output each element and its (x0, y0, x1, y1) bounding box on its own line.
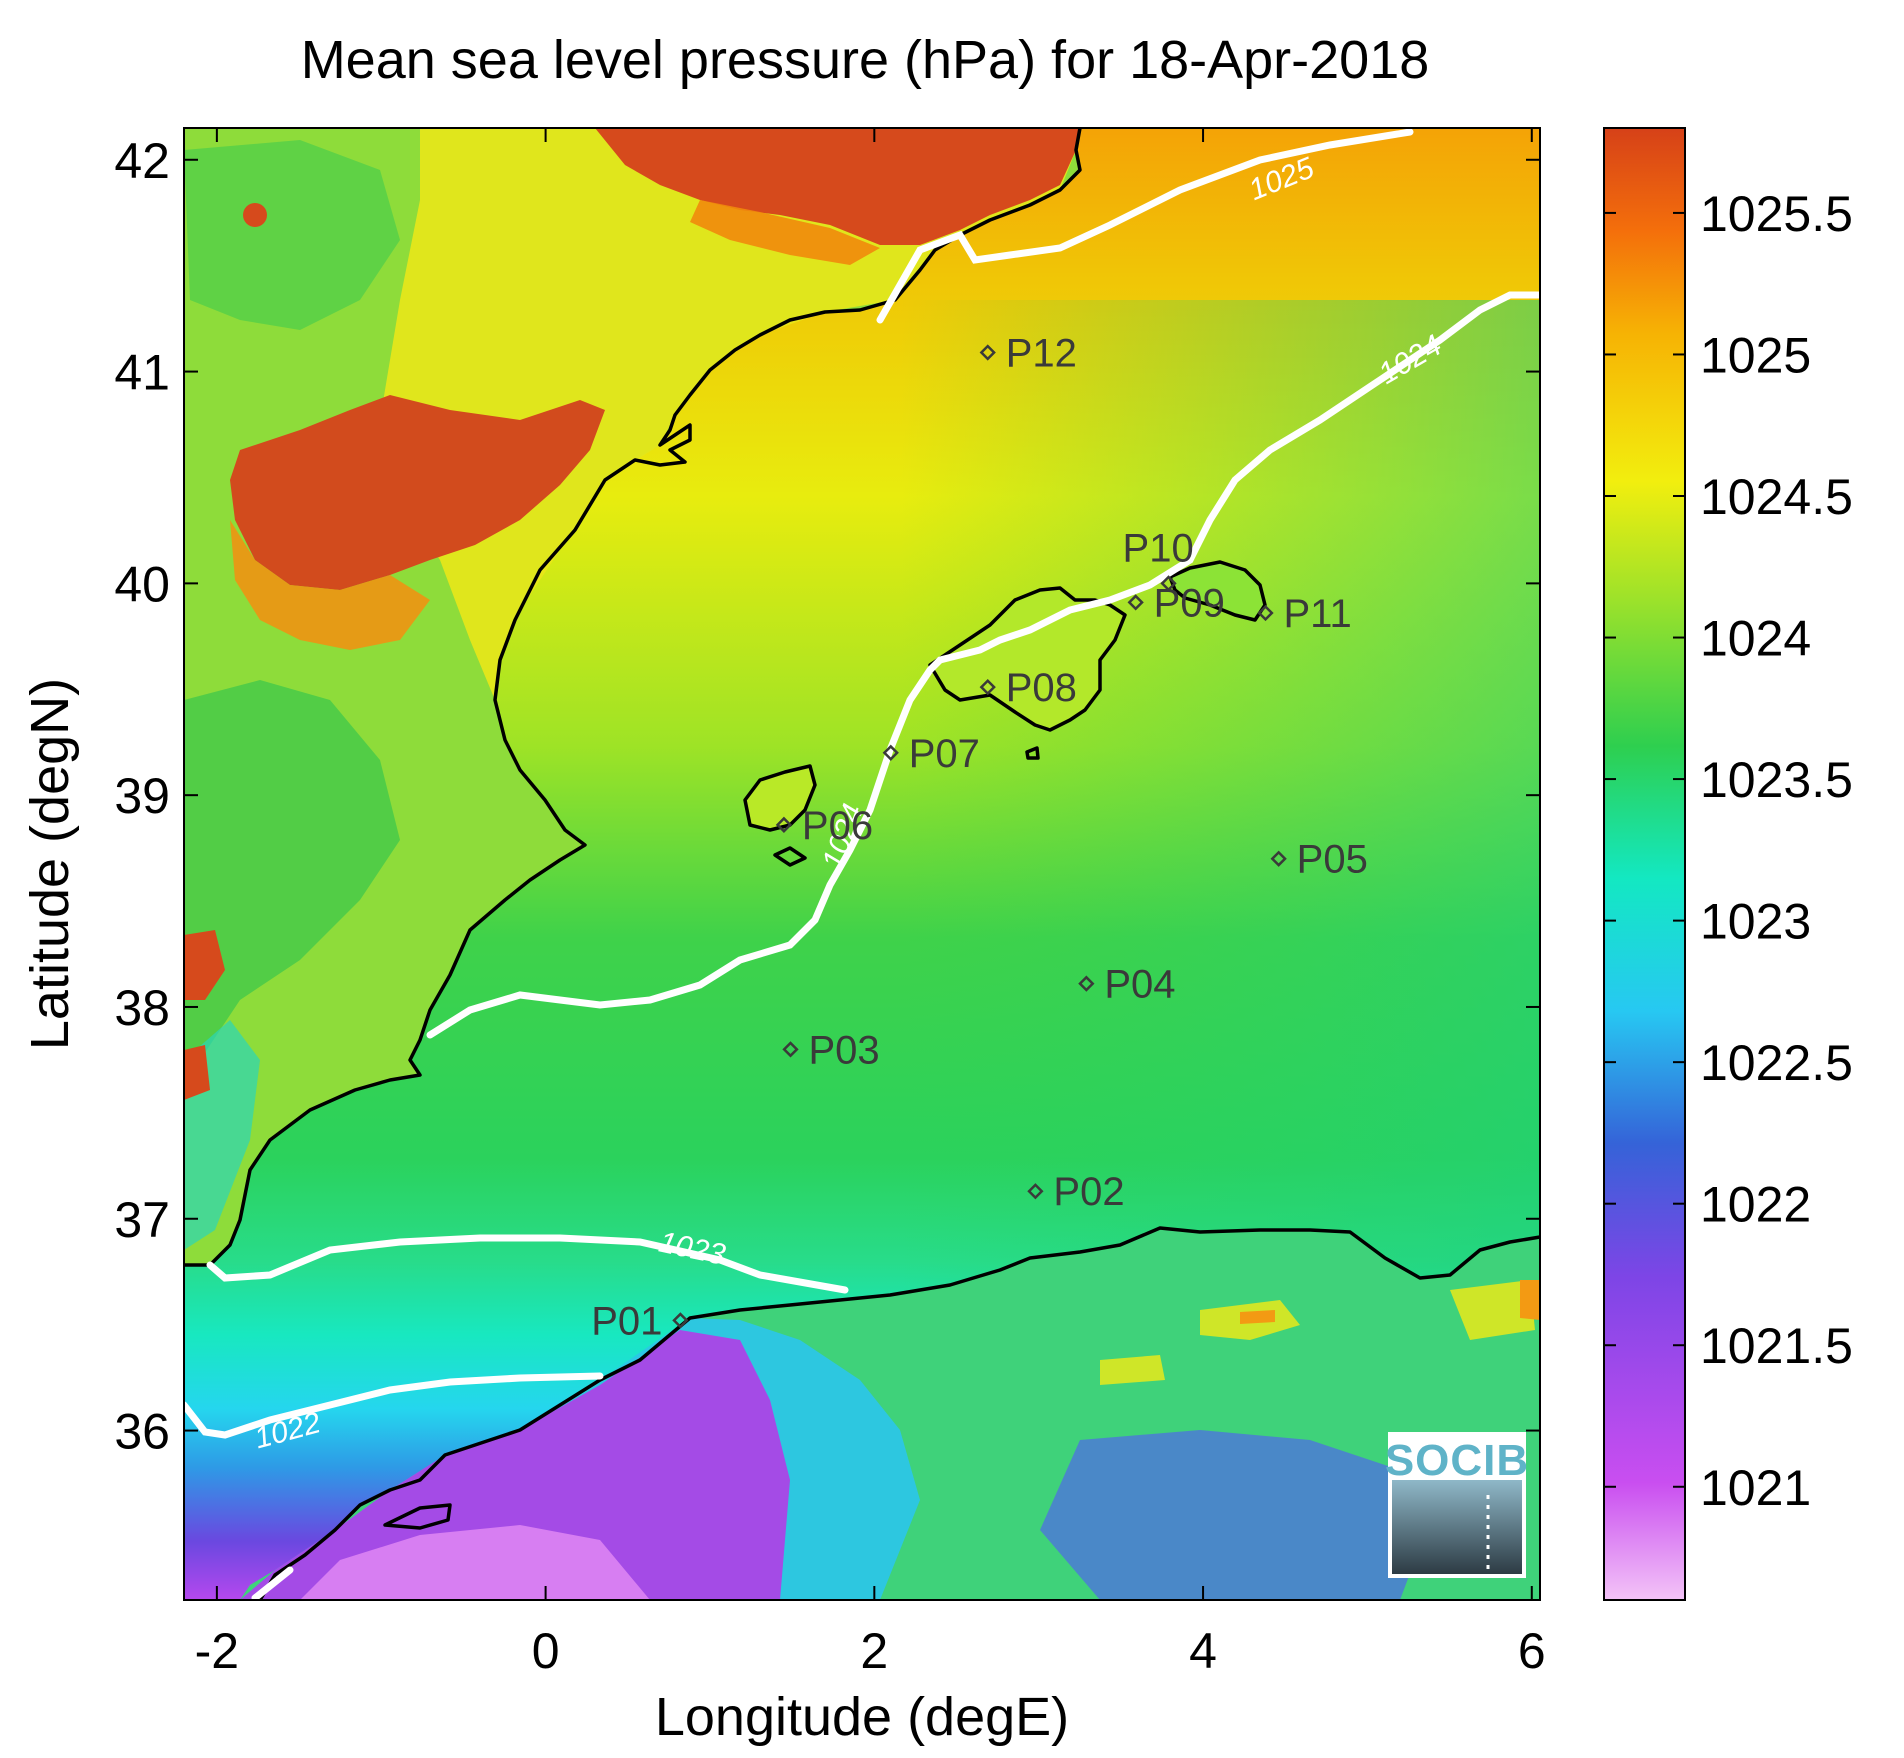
station-label-p10: P10 (1123, 526, 1194, 570)
station-marker-p04 (1078, 975, 1095, 992)
african-blue-band (1040, 1430, 1430, 1600)
y-tick-label: 41 (114, 345, 170, 401)
isobar-1024 (426, 291, 1544, 1039)
central-plateau-orange-fringe (230, 520, 430, 650)
x-tick-label: 0 (532, 1623, 560, 1679)
cabrera-coastline (1025, 746, 1040, 760)
station-marker-p09 (1127, 594, 1144, 611)
station-marker-p05 (1270, 850, 1287, 867)
station-marker-p01 (672, 1312, 689, 1329)
african-violet-low (240, 1330, 790, 1600)
station-marker-p06 (775, 816, 793, 833)
ibiza-coastline (743, 764, 817, 832)
y-axis-label: Latitude (degN) (20, 678, 80, 1050)
african-yellow-highs (1100, 1280, 1535, 1385)
colorbar-tick-label: 1023 (1700, 894, 1811, 950)
colorbar-tick-label: 1024.5 (1700, 469, 1853, 525)
station-label-p01: P01 (591, 1299, 662, 1343)
colorbar-tick-label: 1021.5 (1700, 1318, 1853, 1374)
african-orange-spots (1240, 1280, 1540, 1324)
station-marker-p02 (1027, 1183, 1044, 1200)
isobar-1022 (180, 1372, 604, 1439)
alboran-coastline (383, 1503, 452, 1530)
north-african-coastline (258, 1226, 1541, 1601)
pyrenees-high-pressure (595, 128, 1080, 245)
station-marker-p11 (1257, 604, 1274, 622)
station-marker-p12 (979, 344, 996, 361)
x-tick-label: -2 (195, 1623, 239, 1679)
ibiza-land (745, 766, 815, 830)
colorbar-tick-label: 1025.5 (1700, 186, 1853, 242)
mallorca-land (930, 588, 1125, 730)
x-tick-label: 2 (860, 1623, 888, 1679)
isobars (180, 128, 1544, 1602)
isobar-1025 (876, 128, 1414, 324)
x-axis: -2 0 2 4 6 (195, 128, 1546, 1679)
y-tick-label: 38 (114, 980, 170, 1036)
southern-iberia-green (184, 680, 400, 1100)
y-axis: 36 37 38 39 40 41 42 (114, 133, 1540, 1460)
colorbar-ticks: 1021 1021.5 1022 1022.5 1023 1023.5 1024 1024.5… (1604, 186, 1853, 1516)
formentera-coastline (773, 846, 807, 867)
pressure-field (184, 128, 1540, 1600)
station-label-p12: P12 (1006, 332, 1077, 376)
map-frame (183, 127, 1541, 1601)
station-label-p06: P06 (802, 804, 873, 848)
station-label-p02: P02 (1053, 1170, 1124, 1214)
isobar-1023 (206, 1234, 849, 1294)
station-marker-p03 (782, 1041, 799, 1058)
station-label-p09: P09 (1154, 581, 1225, 625)
y-tick-label: 37 (114, 1192, 170, 1248)
interior-red-spot (243, 203, 267, 227)
sierra-red-spots (184, 930, 225, 1100)
station-label-p03: P03 (809, 1028, 880, 1072)
station-marker-p07 (882, 744, 899, 761)
logo-gradient (1392, 1480, 1522, 1574)
socib-logo: SOCIB (1385, 1432, 1529, 1578)
station-label-p04: P04 (1104, 963, 1175, 1007)
colorbar-tick-label: 1023.5 (1700, 752, 1853, 808)
x-axis-label: Longitude (degE) (655, 1687, 1069, 1747)
y-tick-label: 36 (114, 1404, 170, 1460)
central-plateau-high-pressure (230, 395, 605, 590)
colorbar-tick-label: 1022 (1700, 1177, 1811, 1233)
east-sea-tint (900, 300, 1540, 1300)
station-markers: P01 P02 P03 P04 P05 P06 P07 P08 P09 P10 P11 P12 (591, 332, 1368, 1344)
logo-text: SOCIB (1385, 1436, 1529, 1485)
colorbar (1603, 127, 1686, 1601)
isobar-1022-fragment (251, 1566, 294, 1602)
x-tick-label: 6 (1518, 1623, 1546, 1679)
chart-title: Mean sea level pressure (hPa) for 18-Apr… (301, 30, 1430, 90)
station-marker-p10 (1160, 575, 1177, 592)
y-tick-label: 39 (114, 768, 170, 824)
interior-green-patch (184, 140, 400, 330)
station-label-p07: P07 (909, 732, 980, 776)
station-label-p05: P05 (1297, 838, 1368, 882)
station-label-p08: P08 (1006, 666, 1077, 710)
station-label-p11: P11 (1284, 592, 1352, 636)
y-tick-label: 40 (114, 556, 170, 612)
colorbar-tick-label: 1021 (1700, 1460, 1811, 1516)
menorca-land (1170, 562, 1265, 620)
station-marker-p08 (979, 679, 996, 696)
mallorca-coastline (928, 586, 1127, 732)
african-pink-low (300, 1525, 650, 1600)
colorbar-tick-label: 1025 (1700, 327, 1811, 383)
y-tick-label: 42 (114, 133, 170, 189)
pyrenees-orange-fringe (690, 200, 880, 265)
x-tick-label: 4 (1189, 1623, 1217, 1679)
colorbar-tick-label: 1024 (1700, 611, 1811, 667)
colorbar-tick-label: 1022.5 (1700, 1035, 1853, 1091)
